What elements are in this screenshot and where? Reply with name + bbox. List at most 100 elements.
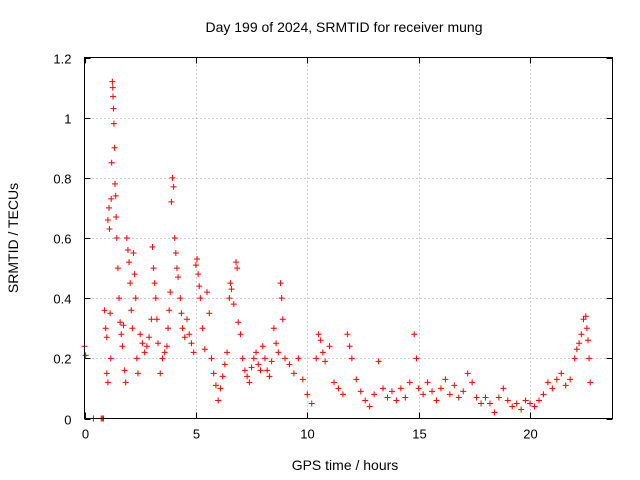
data-point	[549, 385, 556, 392]
data-point	[522, 397, 529, 404]
data-point	[235, 319, 242, 326]
data-point	[388, 388, 395, 395]
data-point	[406, 379, 413, 386]
data-point	[573, 346, 580, 353]
data-point	[179, 325, 186, 332]
data-point	[583, 325, 590, 332]
y-tick-label: 1.2	[53, 52, 71, 67]
data-point	[152, 295, 159, 302]
data-point	[215, 397, 222, 404]
y-tick-label: 0.2	[53, 352, 71, 367]
data-point	[322, 358, 329, 365]
data-point	[464, 370, 471, 377]
data-point	[580, 316, 587, 323]
data-point	[172, 250, 179, 257]
data-point	[277, 280, 284, 287]
data-point	[587, 379, 594, 386]
data-point	[241, 367, 248, 374]
data-point	[248, 364, 255, 371]
data-point	[299, 376, 306, 383]
data-point	[219, 373, 226, 380]
grid-lines	[84, 57, 613, 419]
data-point	[192, 262, 199, 269]
data-point	[127, 280, 134, 287]
data-point	[584, 337, 591, 344]
data-point	[257, 367, 264, 374]
y-tick-label: 0	[64, 413, 71, 428]
data-point	[159, 355, 166, 362]
data-point	[540, 391, 547, 398]
data-point	[190, 349, 197, 356]
data-point	[527, 400, 534, 407]
data-point	[518, 406, 525, 413]
data-point	[153, 316, 160, 323]
data-point	[264, 367, 271, 374]
chart-title: Day 199 of 2024, SRMTID for receiver mun…	[205, 19, 482, 35]
data-point	[168, 198, 175, 205]
data-point	[111, 144, 118, 151]
data-point	[212, 382, 219, 389]
data-point	[102, 325, 109, 332]
data-point	[275, 349, 282, 356]
data-point	[495, 394, 502, 401]
data-point	[451, 382, 458, 389]
data-point	[413, 355, 420, 362]
data-point	[151, 280, 158, 287]
data-point	[112, 192, 119, 199]
data-point	[415, 385, 422, 392]
data-point	[346, 343, 353, 350]
data-point	[170, 183, 177, 190]
x-axis-label: GPS time / hours	[292, 457, 399, 473]
data-point	[121, 367, 128, 374]
data-point	[124, 247, 131, 254]
data-point	[513, 400, 520, 407]
data-point	[586, 355, 593, 362]
data-point	[478, 400, 485, 407]
data-point	[112, 180, 119, 187]
data-point	[113, 213, 120, 220]
data-point	[129, 325, 136, 332]
data-point	[486, 400, 493, 407]
data-point	[228, 286, 235, 293]
data-points	[81, 78, 594, 422]
data-point	[109, 78, 116, 85]
data-point	[266, 373, 273, 380]
data-point	[442, 376, 449, 383]
data-point	[107, 310, 114, 317]
data-point	[120, 322, 127, 329]
data-point	[582, 313, 589, 320]
data-point	[186, 331, 193, 338]
data-point	[335, 385, 342, 392]
axis-ticks	[84, 57, 613, 420]
data-point	[104, 216, 111, 223]
data-point	[177, 295, 184, 302]
y-tick-label: 1	[64, 112, 71, 127]
y-tick-label: 0.6	[53, 232, 71, 247]
data-point	[128, 307, 135, 314]
data-point	[357, 388, 364, 395]
data-point	[108, 195, 115, 202]
data-point	[397, 385, 404, 392]
data-point	[331, 379, 338, 386]
data-point	[139, 340, 146, 347]
data-point	[155, 340, 162, 347]
data-point	[558, 370, 565, 377]
data-point	[282, 355, 289, 362]
data-point	[101, 307, 108, 314]
data-point	[567, 376, 574, 383]
data-point	[253, 349, 260, 356]
data-point	[161, 349, 168, 356]
data-point	[201, 346, 208, 353]
data-point	[469, 379, 476, 386]
x-tick-label: 5	[193, 427, 200, 442]
data-point	[366, 403, 373, 410]
data-point	[131, 271, 138, 278]
data-point	[420, 391, 427, 398]
data-point	[217, 385, 224, 392]
data-point	[178, 310, 185, 317]
data-point	[273, 340, 280, 347]
data-point	[169, 174, 176, 181]
data-point	[255, 361, 262, 368]
data-point	[571, 355, 578, 362]
